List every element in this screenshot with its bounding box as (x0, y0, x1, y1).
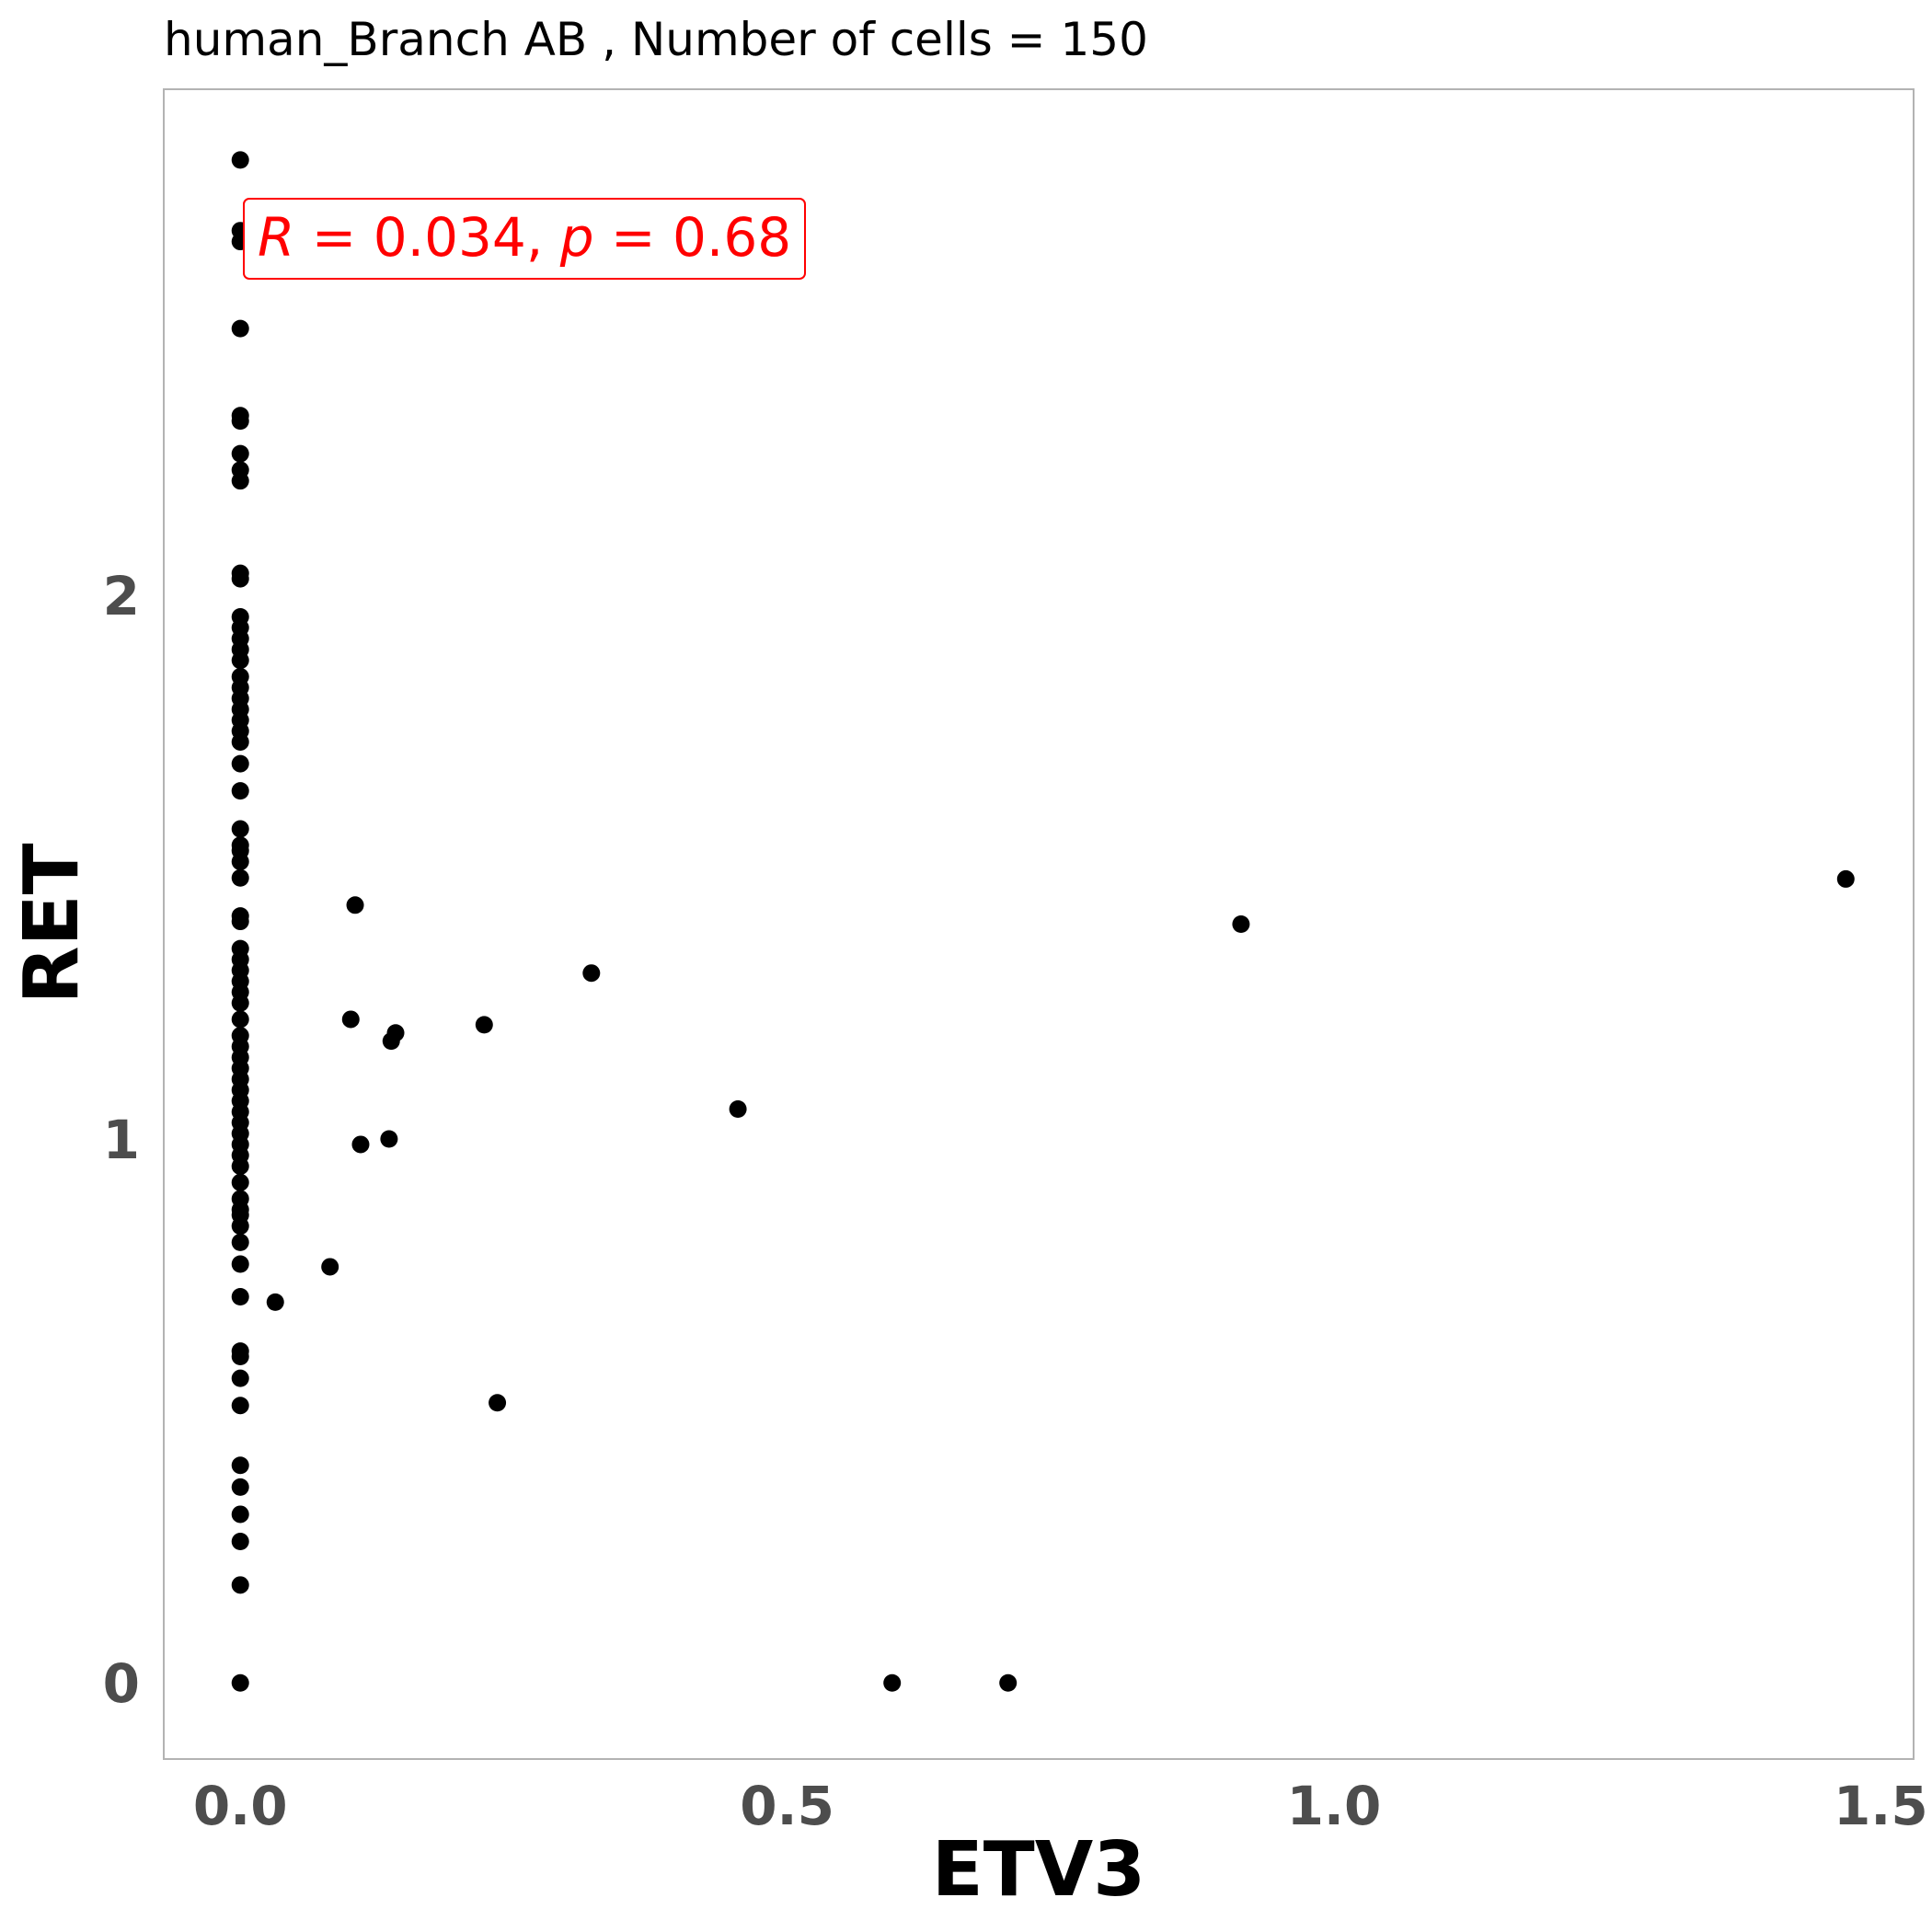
annotation-box (243, 198, 806, 280)
x-tick-label: 1.5 (1834, 1775, 1928, 1837)
data-point (231, 994, 249, 1012)
data-point (231, 732, 249, 751)
data-point (231, 412, 249, 431)
y-tick-label: 1 (103, 1109, 140, 1171)
data-point (999, 1673, 1018, 1692)
data-point (231, 1217, 249, 1236)
annotation-text-part: = 0.68 (594, 206, 792, 269)
data-point (231, 319, 249, 338)
y-axis-label: RET (8, 843, 96, 1004)
data-point (231, 1533, 249, 1551)
data-point (231, 1505, 249, 1524)
data-point (231, 782, 249, 800)
data-point (883, 1673, 902, 1692)
chart-title: human_Branch AB , Number of cells = 150 (164, 13, 1148, 66)
x-tick-label: 0.5 (740, 1775, 834, 1837)
data-point (231, 1287, 249, 1305)
data-point (231, 651, 249, 670)
data-point (475, 1016, 493, 1034)
data-point (231, 1173, 249, 1191)
data-point (380, 1130, 398, 1148)
annotation-text: R = 0.034, p = 0.68 (258, 206, 791, 269)
x-tick-label: 1.0 (1287, 1775, 1382, 1837)
y-axis-ticks: 0 1 2 (103, 565, 140, 1715)
x-tick-label: 0.0 (193, 1775, 288, 1837)
x-axis-label: ETV3 (932, 1826, 1145, 1914)
data-point (231, 569, 249, 588)
data-point (231, 853, 249, 871)
annotation-text-part: p (559, 206, 594, 269)
data-point (231, 472, 249, 490)
data-point (1232, 915, 1250, 933)
data-point (351, 1135, 370, 1154)
data-point (231, 1157, 249, 1176)
data-point (231, 868, 249, 887)
data-point (231, 1010, 249, 1029)
correlation-annotation: R = 0.034, p = 0.68 (243, 198, 806, 280)
data-point (231, 151, 249, 169)
data-point (582, 964, 601, 983)
data-point (231, 754, 249, 773)
data-point (266, 1293, 284, 1311)
data-point (231, 1576, 249, 1594)
data-point (321, 1258, 339, 1276)
data-point (231, 1397, 249, 1415)
data-point (231, 1255, 249, 1273)
annotation-text-part: = 0.034, (294, 206, 559, 269)
plot-frame (163, 88, 1915, 1760)
data-point (231, 1478, 249, 1496)
data-point (231, 1673, 249, 1692)
data-points (231, 151, 1855, 1692)
data-point (341, 1010, 360, 1029)
y-tick-label: 0 (103, 1652, 140, 1715)
data-point (231, 820, 249, 838)
data-point (231, 444, 249, 463)
data-point (231, 1369, 249, 1387)
data-point (231, 1456, 249, 1475)
data-point (231, 1348, 249, 1366)
data-point (729, 1100, 747, 1119)
data-point (231, 913, 249, 931)
y-tick-label: 2 (103, 565, 140, 627)
data-point (489, 1394, 507, 1412)
annotation-text-part: R (258, 206, 294, 269)
data-point (346, 896, 364, 914)
data-point (231, 1233, 249, 1251)
x-axis-ticks: 0.0 0.5 1.0 1.5 (193, 1775, 1928, 1837)
data-point (386, 1024, 405, 1042)
data-point (1836, 869, 1855, 888)
